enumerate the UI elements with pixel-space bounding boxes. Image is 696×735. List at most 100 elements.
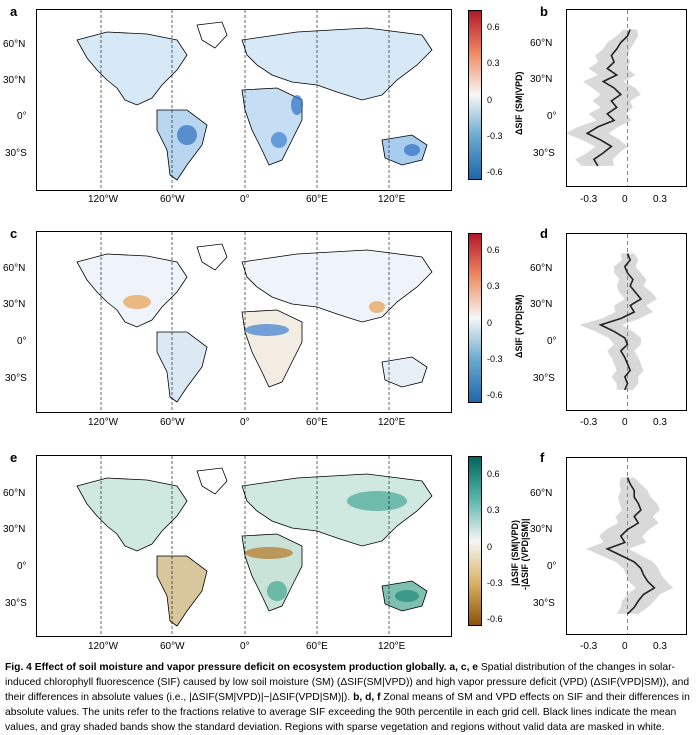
lon-label-60E-c: 60°E [306,417,328,428]
zonal-panel-d [566,233,687,411]
colorbar-a-tick: -0.6 [487,167,503,177]
zonal-lat-30S-d: 30°S [533,373,555,384]
zonal-x-tick-f: 0 [622,641,628,652]
lat-label-60N-a: 60°N [3,39,26,50]
lon-label-120W-e: 120°W [88,641,119,652]
lat-label-30S-e: 30°S [5,598,27,609]
lat-label-0-a: 0° [17,111,27,122]
world-map-c [76,232,433,412]
lon-label-120W-c: 120°W [88,417,119,428]
colorbar-c-tick: -0.3 [487,354,503,364]
zonal-chart-b [567,10,641,186]
lon-label-120W-a: 120°W [88,194,119,205]
colorbar-e-title-line1: |ΔSIF (SM|VPD) [510,519,520,586]
mean-line [605,477,656,615]
greenland [196,467,228,495]
zonal-lat-0-f: 0° [547,561,557,572]
panel-letter-c: c [10,226,18,241]
figure-caption: Fig. 4 Effect of soil moisture and vapor… [5,660,693,735]
panel-letter-e: e [10,450,18,465]
colorbar-c [468,233,482,403]
colorbar-e [468,456,482,626]
caption-part1: Spatial distribution of the changes in s… [5,662,690,703]
panel-letter-f: f [540,450,545,465]
greenland [196,21,228,49]
std-band [579,253,658,390]
lat-label-30N-a: 30°N [3,75,26,86]
zonal-chart-f [585,458,674,634]
zonal-x-tick-d: -0.3 [580,417,598,428]
lon-label-60E-a: 60°E [306,194,328,205]
lat-label-30S-a: 30°S [5,148,27,159]
colorbar-c-tick: 0.3 [487,281,500,291]
zonal-lat-0-b: 0° [547,111,557,122]
colorbar-a-tick: 0 [487,95,493,105]
zonal-x-tick-b: 0.3 [653,194,667,205]
caption-bdf: b, d, f [353,692,381,703]
colorbar-e-tick: 0.6 [487,469,500,479]
lon-label-0-a: 0° [240,194,250,205]
lat-label-0-e: 0° [17,561,27,572]
colorbar-c-tick: -0.6 [487,390,503,400]
zonal-lat-30N-b: 30°N [530,74,553,85]
lon-label-60W-a: 60°W [160,194,185,205]
colorbar-a-tick: -0.3 [487,131,503,141]
map-panel-c [36,231,452,413]
colorbar-a [468,10,482,180]
std-band [567,29,641,166]
zonal-lat-0-d: 0° [547,336,557,347]
lat-label-30S-c: 30°S [5,373,27,384]
lon-label-60W-c: 60°W [160,417,185,428]
zonal-x-tick-f: -0.3 [580,641,598,652]
colorbar-a-tick: 0.3 [487,58,500,68]
panel-letter-a: a [10,4,18,19]
north-america [76,253,188,328]
zonal-lat-30S-b: 30°S [533,148,555,159]
colorbar-c-title: ΔSIF (VPD|SM) [514,294,524,359]
lat-label-30N-c: 30°N [3,299,26,310]
europe-asia [241,249,433,323]
europe-asia [241,27,433,101]
mean-line [585,29,631,167]
zonal-x-tick-f: 0.3 [653,641,667,652]
std-band [585,477,674,614]
zonal-panel-b [566,9,687,187]
zonal-lat-60N-b: 60°N [530,38,553,49]
zonal-chart-d [579,234,658,410]
africa [241,87,303,166]
zonal-lat-30N-f: 30°N [530,524,553,535]
colorbar-e-tick: 0 [487,542,493,552]
zonal-panel-f [566,457,687,635]
lon-label-120E-a: 120°E [378,194,406,205]
colorbar-a-title: ΔSIF (SM|VPD) [514,71,524,136]
lon-label-120E-e: 120°E [378,641,406,652]
greenland [196,243,228,271]
colorbar-a-tick: 0.6 [487,22,500,32]
mean-line [598,253,643,391]
south-america [156,109,208,181]
colorbar-e-tick: 0.3 [487,505,500,515]
lat-label-30N-e: 30°N [3,524,26,535]
zonal-lat-60N-f: 60°N [530,488,553,499]
map-panel-e [36,455,452,637]
lat-label-0-c: 0° [17,336,27,347]
lat-label-60N-c: 60°N [3,263,26,274]
world-map-a [76,10,433,190]
caption-part2: Zonal means of SM and VPD effects on SIF… [5,692,690,733]
zonal-lat-60N-d: 60°N [530,263,553,274]
zonal-x-tick-d: 0.3 [653,417,667,428]
colorbar-e-title-line2: -|ΔSIF (VPD|SM)| [520,518,530,590]
lon-label-60W-e: 60°W [160,641,185,652]
world-map-e [76,456,433,636]
colorbar-e-tick: -0.6 [487,614,503,624]
colorbar-c-tick: 0.6 [487,245,500,255]
south-america [156,331,208,403]
north-america [76,477,188,552]
lon-label-60E-e: 60°E [306,641,328,652]
colorbar-c-tick: 0 [487,318,493,328]
zonal-x-tick-b: -0.3 [580,194,598,205]
australia [381,356,428,388]
zonal-x-tick-b: 0 [622,194,628,205]
lat-label-60N-e: 60°N [3,488,26,499]
panel-letter-b: b [540,4,548,19]
